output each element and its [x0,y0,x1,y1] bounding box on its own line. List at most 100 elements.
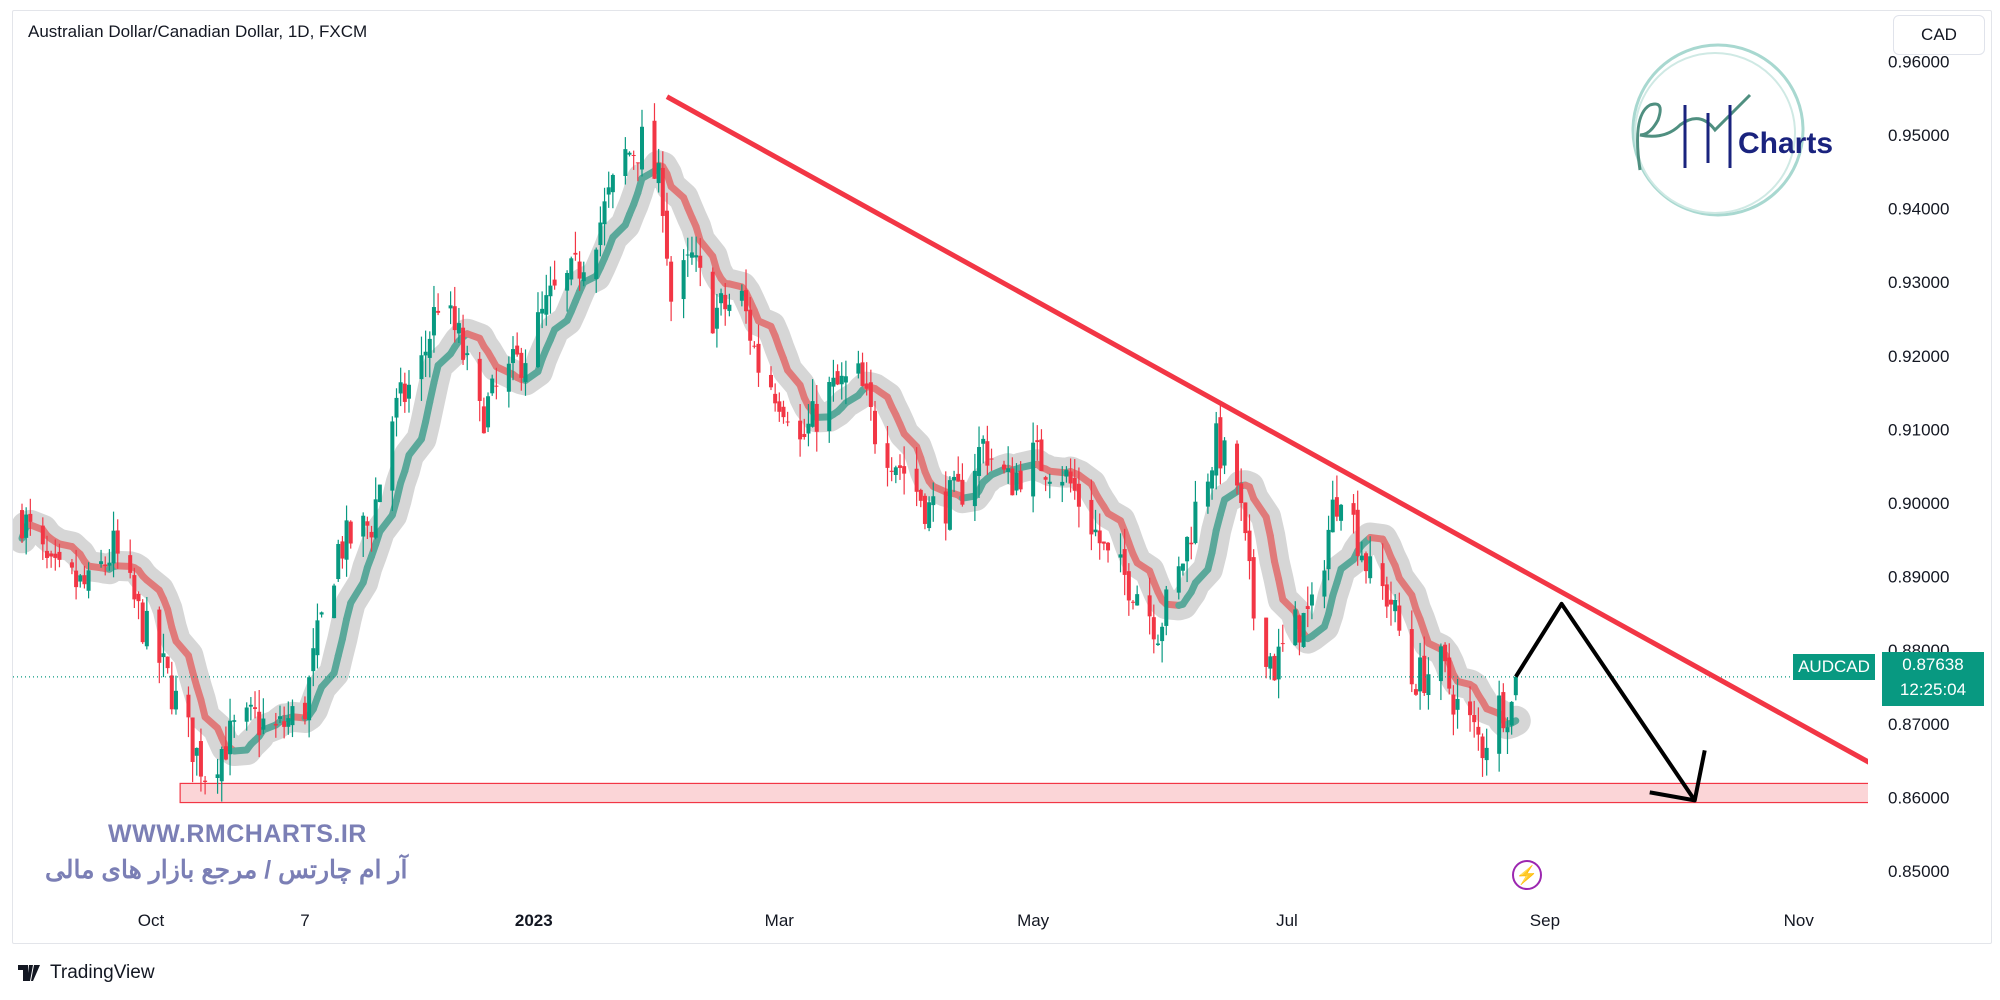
candle-body [864,383,869,389]
candle-body [465,353,470,356]
watermark-url: WWW.RMCHARTS.IR [108,820,367,848]
candle-body [1126,571,1131,601]
candle [115,519,120,569]
candle-body [1176,566,1181,593]
candle [332,583,337,619]
candle [685,237,690,277]
candle-body [186,694,191,718]
candle [1122,528,1127,596]
candle-body [752,345,757,347]
x-tick-label: 7 [300,911,309,930]
candle-body [1334,497,1339,517]
candle-body [977,447,982,476]
candle-body [1355,509,1360,556]
tradingview-brand[interactable]: TradingView [18,962,155,984]
candle-body [1497,695,1502,754]
candle [1193,480,1198,545]
candle [369,525,374,552]
candle-body [140,602,145,643]
candle [1280,624,1285,652]
candle [273,712,278,738]
candle [165,656,170,674]
candle-body [952,476,957,481]
candle [781,400,786,424]
tradingview-logo-icon [18,965,40,981]
candle [336,539,341,582]
candle-body [336,543,341,580]
candle-body [49,553,54,557]
candle [140,599,145,644]
candle [1093,509,1098,537]
candle [390,416,395,512]
candle-body [173,690,178,710]
candle-body [656,163,661,184]
candle [627,151,632,157]
candle-body [1122,549,1127,575]
candle-body [1164,589,1169,626]
candle-body [843,376,848,383]
candle [581,261,586,287]
candle-body [20,510,25,539]
candle-body [1118,554,1123,558]
candle [1409,610,1414,693]
candle [1393,594,1398,623]
candle-body [972,470,977,507]
candle [1418,642,1423,710]
candle [1422,636,1427,696]
candle [257,690,262,758]
candle-body [1251,557,1256,619]
candle-body [710,271,715,334]
candle-body [1326,529,1331,570]
candle [1351,494,1356,534]
candle-body [203,780,208,782]
candle-body [506,363,511,392]
candle [956,456,961,482]
candle-body [548,285,553,297]
candle-body [53,553,58,558]
candle [286,701,291,735]
candle-body [523,363,528,382]
candle-body [423,351,428,356]
candle [190,717,195,783]
candle-body [332,585,337,619]
candle [664,192,669,266]
candle-body [436,310,441,313]
candle-body [756,343,761,373]
candle [431,285,436,353]
candle [1447,643,1452,695]
candle [423,330,428,377]
candle [727,293,732,317]
candle [1101,541,1106,551]
last-price-box: 0.87638 12:25:04 [1882,652,1984,706]
candle-body [1339,504,1344,521]
candle [639,109,644,177]
candle-body [1501,692,1506,729]
candle-body [1043,477,1048,480]
candle [53,539,58,571]
candle-body [914,468,919,492]
candle-body [1247,530,1252,562]
candle-body [128,555,133,573]
candle [1297,614,1302,656]
candle-body [232,720,237,722]
candle-body [947,480,952,530]
watermark-tagline: آر ام چارتس / مرجع بازار های مالی [45,856,408,884]
candle [1068,458,1073,493]
candle-body [169,675,174,710]
candle [24,507,29,555]
lightning-bolt-icon[interactable]: ⚡ [1512,860,1542,890]
candle [985,425,990,475]
candle [739,284,744,307]
candle [44,535,49,569]
candle [573,231,578,261]
candle [302,696,307,725]
candle [1451,685,1456,736]
candle [1089,479,1094,551]
candle-body [406,384,411,399]
candle-body [1484,747,1489,761]
candle-body [1438,646,1443,682]
candle-body [889,470,894,472]
currency-button[interactable]: CAD [1893,15,1985,55]
candle-body [1426,674,1431,696]
